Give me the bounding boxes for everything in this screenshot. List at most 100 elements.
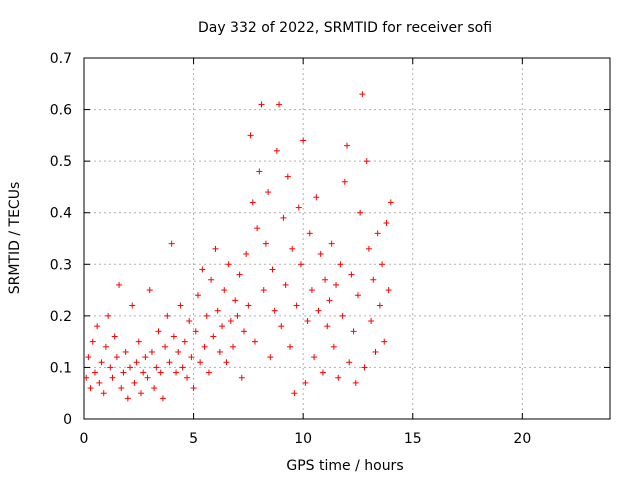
- data-point: [122, 348, 129, 355]
- data-point: [311, 354, 318, 361]
- data-point: [232, 297, 239, 304]
- data-point: [221, 287, 228, 294]
- data-point: [341, 178, 348, 185]
- data-point: [216, 348, 223, 355]
- data-point: [144, 374, 151, 381]
- data-point: [260, 287, 267, 294]
- data-point: [354, 292, 361, 299]
- data-point: [293, 302, 300, 309]
- data-point: [91, 369, 98, 376]
- data-point: [148, 348, 155, 355]
- data-point: [236, 271, 243, 278]
- data-point: [302, 379, 309, 386]
- data-point: [326, 297, 333, 304]
- data-point: [352, 379, 359, 386]
- data-point: [295, 204, 302, 211]
- data-point: [319, 369, 326, 376]
- x-tick-label: 15: [404, 431, 422, 447]
- data-point: [372, 348, 379, 355]
- data-point: [135, 338, 142, 345]
- y-tick-label: 0.6: [50, 103, 72, 119]
- data-point: [87, 385, 94, 392]
- data-point: [324, 323, 331, 330]
- data-point: [223, 359, 230, 366]
- data-point: [210, 333, 217, 340]
- data-point: [339, 312, 346, 319]
- data-point: [361, 364, 368, 371]
- data-point: [142, 354, 149, 361]
- x-tick-label: 20: [513, 431, 531, 447]
- data-point: [83, 374, 90, 381]
- data-point: [127, 364, 134, 371]
- data-point: [227, 318, 234, 325]
- data-point: [214, 307, 221, 314]
- data-point: [153, 364, 160, 371]
- data-point: [381, 338, 388, 345]
- data-point: [254, 225, 261, 232]
- data-point: [170, 333, 177, 340]
- data-point: [173, 369, 180, 376]
- data-point: [96, 379, 103, 386]
- data-point: [330, 343, 337, 350]
- y-tick-label: 0.5: [50, 154, 72, 170]
- data-point: [243, 250, 250, 257]
- data-point: [385, 287, 392, 294]
- x-tick-label: 5: [189, 431, 198, 447]
- data-point: [308, 287, 315, 294]
- data-point: [267, 354, 274, 361]
- data-point: [157, 369, 164, 376]
- y-tick-label: 0.7: [50, 51, 72, 67]
- y-tick-label: 0.4: [50, 206, 72, 222]
- data-point: [368, 318, 375, 325]
- data-point: [280, 214, 287, 221]
- data-point: [164, 312, 171, 319]
- data-point: [387, 199, 394, 206]
- data-point: [105, 312, 112, 319]
- data-point: [179, 364, 186, 371]
- data-point: [109, 374, 116, 381]
- data-point: [129, 302, 136, 309]
- data-point: [289, 245, 296, 252]
- data-point: [317, 250, 324, 257]
- data-point: [335, 374, 342, 381]
- data-point: [350, 328, 357, 335]
- data-point: [133, 359, 140, 366]
- data-point: [98, 359, 105, 366]
- data-point: [140, 369, 147, 376]
- data-point: [113, 354, 120, 361]
- data-points: [83, 91, 394, 402]
- data-point: [175, 348, 182, 355]
- data-point: [131, 379, 138, 386]
- data-point: [181, 338, 188, 345]
- data-point: [120, 369, 127, 376]
- data-point: [225, 261, 232, 268]
- data-point: [278, 323, 285, 330]
- data-point: [383, 220, 390, 227]
- data-point: [273, 147, 280, 154]
- y-tick-label: 0.1: [50, 360, 72, 376]
- data-point: [365, 245, 372, 252]
- y-tick-label: 0.2: [50, 309, 72, 325]
- data-point: [348, 271, 355, 278]
- data-point: [256, 168, 263, 175]
- data-point: [190, 385, 197, 392]
- data-point: [370, 276, 377, 283]
- data-point: [269, 266, 276, 273]
- data-point: [230, 343, 237, 350]
- data-point: [197, 359, 204, 366]
- data-point: [208, 276, 215, 283]
- y-axis-label: SRMTID / TECUs: [7, 182, 23, 295]
- data-point: [146, 287, 153, 294]
- data-point: [100, 390, 107, 397]
- data-point: [203, 312, 210, 319]
- data-point: [322, 276, 329, 283]
- data-point: [291, 390, 298, 397]
- data-point: [199, 266, 206, 273]
- data-point: [151, 385, 158, 392]
- data-point: [94, 323, 101, 330]
- x-tick-label: 0: [80, 431, 89, 447]
- data-point: [284, 173, 291, 180]
- data-point: [205, 369, 212, 376]
- data-point: [251, 338, 258, 345]
- data-point: [155, 328, 162, 335]
